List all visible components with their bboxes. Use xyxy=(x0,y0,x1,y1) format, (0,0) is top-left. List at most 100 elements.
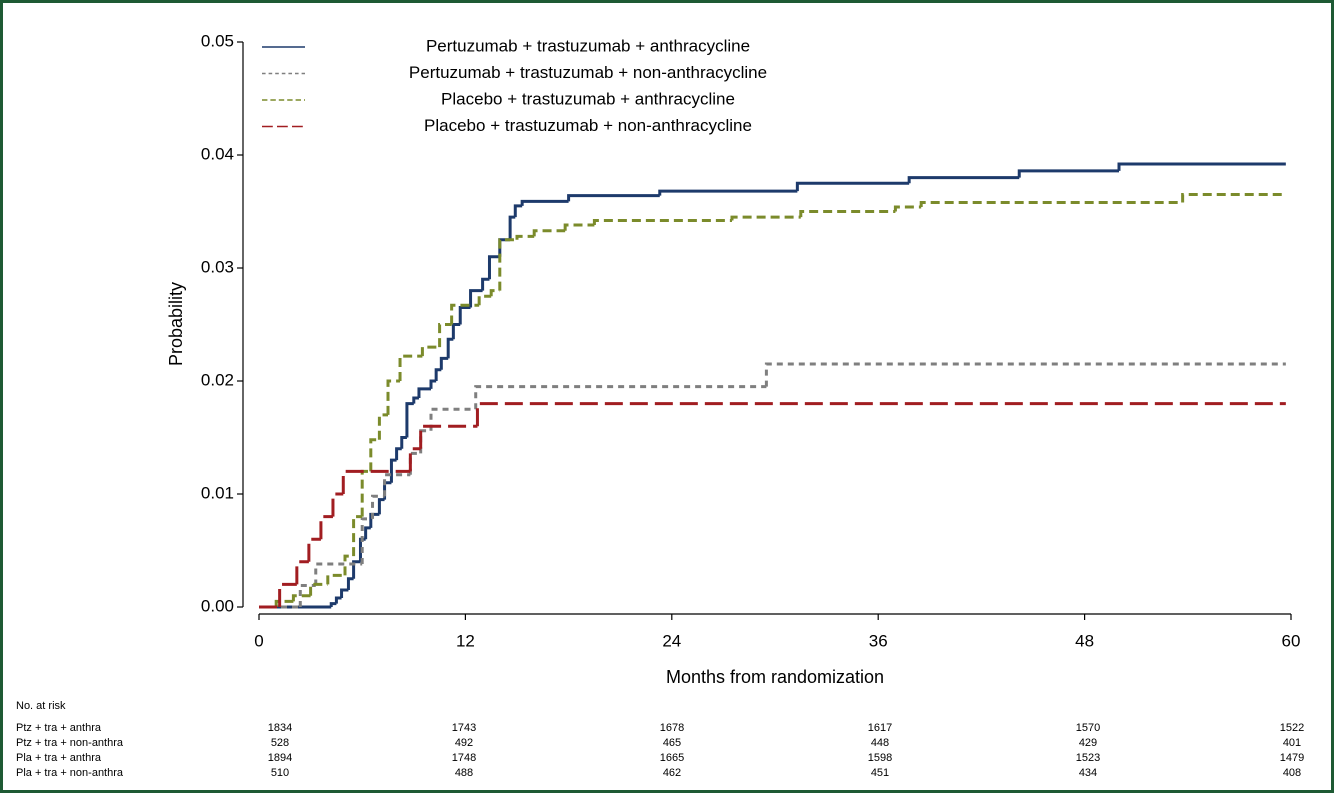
x-axis-title: Months from randomization xyxy=(666,667,884,687)
step-segment xyxy=(343,554,354,576)
step-segment xyxy=(1017,169,1119,178)
legend-label: Placebo + trastuzumab + anthracycline xyxy=(441,89,735,108)
risk-value: 1678 xyxy=(660,722,684,734)
x-tick-label: 24 xyxy=(662,631,681,650)
risk-value: 492 xyxy=(455,737,473,749)
step-segment xyxy=(329,602,337,607)
risk-row-label: Ptz + tra + non-anthra xyxy=(16,737,124,749)
step-segment xyxy=(795,181,910,192)
series-line xyxy=(259,362,1286,609)
step-segment xyxy=(532,229,566,237)
risk-value: 1570 xyxy=(1076,722,1100,734)
step-segment xyxy=(278,582,297,607)
step-segment xyxy=(469,289,483,308)
step-segment xyxy=(429,379,437,389)
step-segment xyxy=(398,354,423,381)
step-segment xyxy=(515,234,535,240)
risk-value: 434 xyxy=(1079,767,1097,779)
step-segment xyxy=(508,215,516,240)
y-tick-label: 0.02 xyxy=(201,370,234,389)
step-segment xyxy=(408,447,421,472)
step-segment xyxy=(658,189,798,196)
step-segment xyxy=(358,537,366,562)
step-segment xyxy=(567,194,660,202)
x-tick-label: 60 xyxy=(1282,631,1301,650)
step-segment xyxy=(346,577,354,591)
risk-row-label: Pla + tra + non-anthra xyxy=(16,767,124,779)
x-tick-label: 48 xyxy=(1075,631,1094,650)
risk-value: 528 xyxy=(271,737,289,749)
risk-value: 1479 xyxy=(1280,752,1304,764)
step-segment xyxy=(360,517,373,565)
y-tick-label: 0.03 xyxy=(201,257,234,276)
step-segment xyxy=(386,379,401,415)
step-segment xyxy=(730,215,801,221)
x-tick-label: 0 xyxy=(254,631,263,650)
risk-value: 1522 xyxy=(1280,722,1304,734)
step-segment xyxy=(371,494,385,519)
step-segment xyxy=(389,458,397,483)
step-segment xyxy=(799,210,896,218)
step-segment xyxy=(458,306,471,325)
risk-value: 1598 xyxy=(868,752,892,764)
step-segment xyxy=(764,362,1286,387)
step-segment xyxy=(334,596,342,604)
step-segment xyxy=(309,582,328,596)
step-segment xyxy=(326,573,345,585)
step-segment xyxy=(307,537,321,562)
risk-table-title: No. at risk xyxy=(16,700,66,712)
step-segment xyxy=(319,515,333,540)
step-segment xyxy=(274,599,294,607)
step-segment xyxy=(400,436,407,449)
series-line xyxy=(259,402,1286,609)
step-segment xyxy=(383,473,411,497)
y-tick-label: 0.01 xyxy=(201,483,234,502)
step-segment xyxy=(419,424,478,449)
step-segment xyxy=(340,588,349,598)
step-segment xyxy=(489,289,500,297)
step-segment xyxy=(474,385,767,410)
risk-value: 401 xyxy=(1283,737,1301,749)
y-tick-label: 0.04 xyxy=(201,144,234,163)
step-segment xyxy=(395,447,402,461)
step-segment xyxy=(592,219,732,226)
step-segment xyxy=(907,176,1020,184)
risk-value: 1894 xyxy=(268,752,292,764)
step-segment xyxy=(475,402,1286,427)
risk-value: 465 xyxy=(663,737,681,749)
risk-value: 429 xyxy=(1079,737,1097,749)
risk-value: 462 xyxy=(663,767,681,779)
step-segment xyxy=(446,337,454,359)
step-segment xyxy=(481,277,490,291)
x-tick-label: 12 xyxy=(456,631,475,650)
step-segment xyxy=(352,515,363,557)
risk-value: 488 xyxy=(455,767,473,779)
step-segment xyxy=(369,512,380,528)
step-segment xyxy=(1181,193,1286,203)
step-segment xyxy=(341,469,411,494)
step-segment xyxy=(417,387,431,398)
step-segment xyxy=(377,498,385,515)
y-tick-label: 0.00 xyxy=(201,596,234,615)
step-segment xyxy=(419,429,431,454)
risk-value: 1617 xyxy=(868,722,892,734)
step-segment xyxy=(291,594,311,602)
legend-label: Pertuzumab + trastuzumab + anthracycline xyxy=(426,36,750,55)
risk-value: 451 xyxy=(871,767,889,779)
step-segment xyxy=(451,323,461,340)
step-segment xyxy=(513,204,523,218)
step-segment xyxy=(405,402,414,438)
legend-label: Pertuzumab + trastuzumab + non-anthracyc… xyxy=(409,63,767,82)
step-segment xyxy=(331,492,344,517)
y-tick-label: 0.05 xyxy=(201,31,234,50)
risk-value: 1834 xyxy=(268,722,292,734)
step-segment xyxy=(520,199,569,206)
step-segment xyxy=(919,200,1183,207)
step-segment xyxy=(434,368,442,381)
step-segment xyxy=(439,356,449,370)
step-segment xyxy=(487,255,500,280)
risk-value: 1743 xyxy=(452,722,476,734)
